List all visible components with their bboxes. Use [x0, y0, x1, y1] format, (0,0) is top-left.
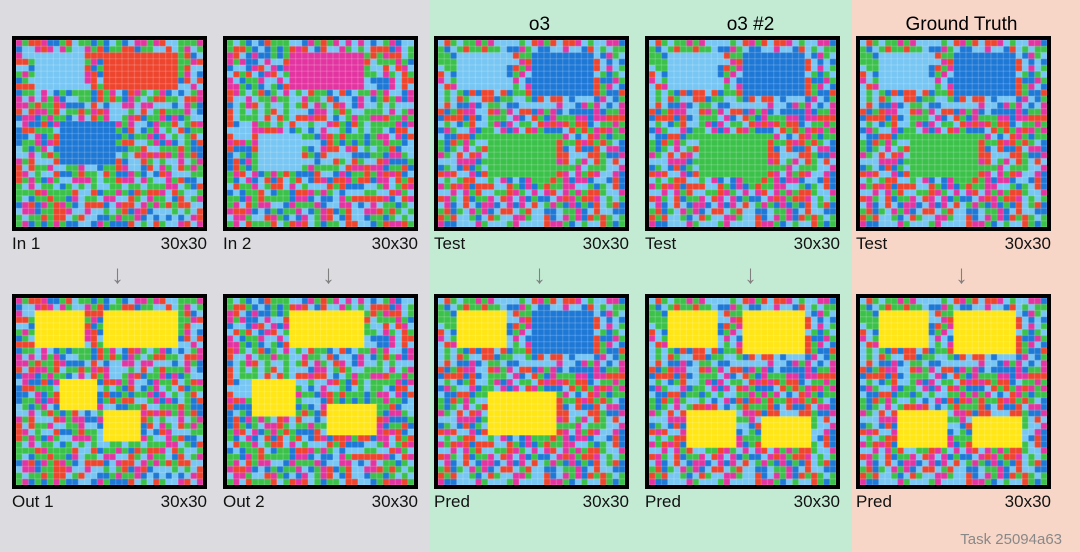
panel-label-right: 30x30	[372, 492, 418, 512]
grid-panel: Test 30x30	[645, 36, 840, 254]
grid-panel: Out 1 30x30	[12, 294, 207, 512]
task-id: Task 25094a63	[960, 531, 1062, 548]
grid-panel: In 2 30x30	[223, 36, 418, 254]
top-row: In 130x30In 230x30Test30x30Test30x30Test…	[12, 36, 1068, 254]
down-arrow-icon: ↓	[322, 259, 335, 289]
column-header: Ground Truth	[856, 14, 1067, 36]
bottom-row: Out 130x30Out 230x30Pred30x30Pred30x30Pr…	[12, 294, 1068, 512]
panel-label-right: 30x30	[583, 234, 629, 254]
panel-label-right: 30x30	[794, 492, 840, 512]
arrow-cell: ↓	[12, 261, 223, 288]
panel-label: Test 30x30	[434, 234, 629, 254]
panel-label-left: Pred	[434, 492, 470, 512]
arrow-cell: ↓	[856, 261, 1067, 288]
down-arrow-icon: ↓	[955, 259, 968, 289]
grid-panel: Pred 30x30	[434, 294, 629, 512]
grid-canvas	[856, 36, 1051, 231]
panel-label: In 1 30x30	[12, 234, 207, 254]
panel-label-left: In 2	[223, 234, 251, 254]
panel-label: Pred 30x30	[645, 492, 840, 512]
panel-label-left: Pred	[645, 492, 681, 512]
grid-panel: Test 30x30	[434, 36, 629, 254]
grid-canvas	[434, 294, 629, 489]
grid-canvas	[12, 36, 207, 231]
panel-label: Test 30x30	[645, 234, 840, 254]
panel-label: Pred 30x30	[434, 492, 629, 512]
panel-label-right: 30x30	[161, 234, 207, 254]
grid-canvas	[434, 36, 629, 231]
panel-label-right: 30x30	[372, 234, 418, 254]
panel-label-left: Pred	[856, 492, 892, 512]
arrow-cell: ↓	[434, 261, 645, 288]
column-header: o3 #2	[645, 14, 856, 36]
grid-canvas	[223, 36, 418, 231]
panel-label-right: 30x30	[583, 492, 629, 512]
column-headers: o3o3 #2Ground Truth	[12, 10, 1068, 36]
arrow-row: ↓ ↓ ↓ ↓ ↓	[12, 254, 1068, 294]
figure-content: o3o3 #2Ground Truth In 130x30In 230x30Te…	[0, 0, 1080, 552]
grid-panel: Pred 30x30	[645, 294, 840, 512]
panel-label-left: Out 1	[12, 492, 54, 512]
panel-label: Out 1 30x30	[12, 492, 207, 512]
panel-label-right: 30x30	[794, 234, 840, 254]
panel-label: Out 2 30x30	[223, 492, 418, 512]
panel-label-left: Out 2	[223, 492, 265, 512]
column-header: o3	[434, 14, 645, 36]
panel-label: In 2 30x30	[223, 234, 418, 254]
arrow-cell: ↓	[645, 261, 856, 288]
down-arrow-icon: ↓	[533, 259, 546, 289]
panel-label-left: In 1	[12, 234, 40, 254]
panel-label-left: Test	[434, 234, 465, 254]
grid-panel: Test 30x30	[856, 36, 1051, 254]
grid-canvas	[223, 294, 418, 489]
panel-label-right: 30x30	[1005, 492, 1051, 512]
grid-canvas	[645, 36, 840, 231]
panel-label: Test 30x30	[856, 234, 1051, 254]
grid-panel: In 1 30x30	[12, 36, 207, 254]
panel-label-right: 30x30	[1005, 234, 1051, 254]
grid-canvas	[12, 294, 207, 489]
panel-label-left: Test	[645, 234, 676, 254]
grid-canvas	[856, 294, 1051, 489]
panel-label-right: 30x30	[161, 492, 207, 512]
down-arrow-icon: ↓	[111, 259, 124, 289]
grid-panel: Out 2 30x30	[223, 294, 418, 512]
panel-label: Pred 30x30	[856, 492, 1051, 512]
panel-label-left: Test	[856, 234, 887, 254]
arrow-cell: ↓	[223, 261, 434, 288]
down-arrow-icon: ↓	[744, 259, 757, 289]
grid-panel: Pred 30x30	[856, 294, 1051, 512]
grid-canvas	[645, 294, 840, 489]
